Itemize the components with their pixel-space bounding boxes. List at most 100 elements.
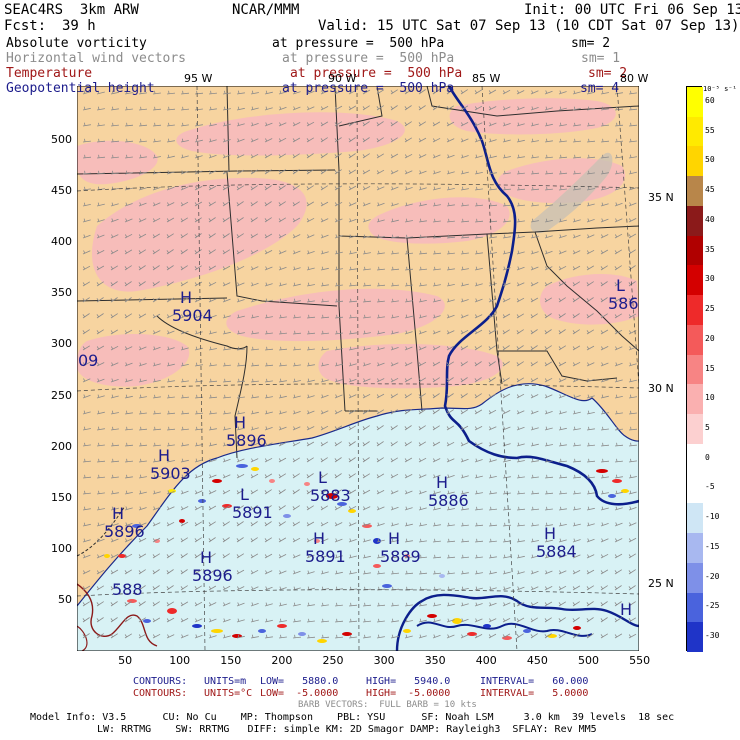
barb-vectors-note: BARB VECTORS: FULL BARB = 10 kts: [298, 700, 477, 710]
x-tick-label: 250: [322, 654, 344, 667]
temperature-contour: [77, 583, 158, 647]
contours-temp-interval: INTERVAL= 5.0000: [480, 688, 589, 699]
colorbar-label: 10: [705, 393, 715, 403]
colorbar-segment: [687, 533, 703, 564]
x-tick-label: 550: [629, 654, 651, 667]
colorbar-label: -15: [705, 541, 720, 551]
colorbar-label: 35: [705, 244, 715, 254]
lon-label-95w: 95 W: [184, 72, 213, 85]
height-contour-value: 5886: [428, 491, 469, 510]
height-center-letter: H: [234, 413, 247, 432]
colorbar-label: 15: [705, 363, 715, 373]
x-tick-label: 200: [271, 654, 293, 667]
height-contour-value: 5896: [192, 566, 233, 585]
field-sm-vorticity: sm= 2: [571, 36, 611, 51]
height-contour-value: 5883: [310, 486, 351, 505]
y-tick-label: 400: [51, 235, 72, 249]
colorbar-label: 5: [705, 422, 710, 432]
colorbar-label: 50: [705, 155, 715, 165]
height-center-letter: L: [318, 468, 327, 487]
height-center-letter: L: [240, 485, 249, 504]
colorbar-segment: [687, 473, 703, 504]
colorbar-segment: [687, 592, 703, 623]
x-tick-label: 500: [578, 654, 599, 667]
height-center-letter: H: [200, 548, 213, 567]
field-level-wind: at pressure = 500 hPa: [282, 51, 455, 66]
colorbar-segment: [687, 324, 703, 356]
x-tick-label: 50: [118, 654, 133, 667]
colorbar: [686, 86, 703, 653]
height-center-letter: H: [436, 473, 449, 492]
colorbar-segment: [687, 265, 703, 296]
lat-label-30n: 30 N: [648, 382, 674, 395]
field-name-wind: Horizontal wind vectors: [6, 51, 187, 66]
vorticity-swaths: [77, 98, 639, 389]
height-contour-value: 5904: [172, 306, 213, 325]
colorbar-label: 45: [705, 185, 715, 195]
colorbar-label: 0: [705, 452, 710, 462]
colorbar-segment: [687, 116, 703, 147]
colorbar-label: -30: [705, 631, 720, 641]
height-center-letter: H: [112, 504, 125, 523]
y-tick-label: 50: [58, 592, 72, 606]
lon-label-85w: 85 W: [472, 72, 501, 85]
height-contour-value: 5903: [150, 464, 191, 483]
x-tick-label: 150: [220, 654, 242, 667]
field-sm-height: sm= 4: [580, 81, 620, 96]
contours-temp-high: HIGH= -5.0000: [366, 688, 451, 699]
state-borders: [77, 86, 639, 459]
x-tick-label: 450: [526, 654, 548, 667]
y-tick-label: 100: [51, 541, 72, 555]
valid-time: Valid: 15 UTC Sat 07 Sep 13 (10 CDT Sat …: [318, 18, 740, 34]
lat-label-25n: 25 N: [648, 577, 674, 590]
organization: NCAR/MMM: [232, 2, 300, 18]
colorbar-segment: [687, 176, 703, 207]
height-contour-value: 5896: [226, 431, 267, 450]
field-sm-wind: sm= 1: [581, 51, 621, 66]
y-tick-label: 150: [51, 490, 72, 504]
colorbar-segment: [687, 562, 703, 594]
contours-height-units: UNITS=m: [204, 676, 247, 687]
colorbar-segment: [687, 205, 703, 237]
height-contour-value: 09: [78, 351, 99, 370]
forecast-hour: 39 h: [62, 18, 96, 34]
y-tick-label: 250: [51, 388, 72, 402]
height-center-letter: H: [158, 446, 171, 465]
contours-height-interval: INTERVAL= 60.000: [480, 676, 589, 687]
colorbar-label: 30: [705, 274, 715, 284]
lon-label-80w: 80 W: [620, 72, 649, 85]
lon-label-90w: 90 W: [328, 72, 357, 85]
field-name-vorticity: Absolute vorticity: [6, 36, 147, 51]
height-contour-5880: [443, 86, 639, 506]
height-contour-value: 5889: [380, 547, 421, 566]
y-tick-label: 350: [51, 286, 72, 300]
colorbar-segment: [687, 235, 703, 266]
colorbar-label: -10: [705, 512, 720, 522]
colorbar-label: 25: [705, 304, 715, 314]
height-contour-value: 5891: [305, 547, 346, 566]
init-time: Init: 00 UTC Fri 06 Sep 13: [524, 2, 740, 18]
contours-temp-label: CONTOURS:: [133, 688, 188, 699]
contours-height-high: HIGH= 5940.0: [366, 676, 451, 687]
gulf-of-mexico: [77, 383, 639, 651]
colorbar-segment: [687, 146, 703, 177]
y-tick-label: 200: [51, 439, 72, 453]
height-contour-value: 586: [608, 294, 639, 313]
mexico-border: [77, 505, 126, 557]
lat-lon-grid: [77, 86, 639, 651]
colorbar-label: -25: [705, 601, 720, 611]
coastline: [77, 383, 639, 607]
height-center-letter: H: [620, 600, 633, 619]
colorbar-label: -20: [705, 571, 720, 581]
height-contour-value: 588: [112, 580, 143, 599]
terrain-shading: [530, 152, 613, 233]
model-info-line2: LW: RRTMG SW: RRTMG DIFF: simple KM: 2D …: [97, 724, 597, 735]
model-info-line1: Model Info: V3.5 CU: No Cu MP: Thompson …: [30, 712, 675, 723]
y-tick-label: 300: [51, 337, 72, 351]
colorbar-label: -5: [705, 482, 715, 492]
forecast-label: Fcst:: [4, 18, 47, 34]
height-contour-value: 5896: [104, 522, 145, 541]
y-tick-label: 500: [51, 133, 72, 146]
colorbar-segment: [687, 443, 703, 475]
x-tick-label: 300: [373, 654, 395, 667]
